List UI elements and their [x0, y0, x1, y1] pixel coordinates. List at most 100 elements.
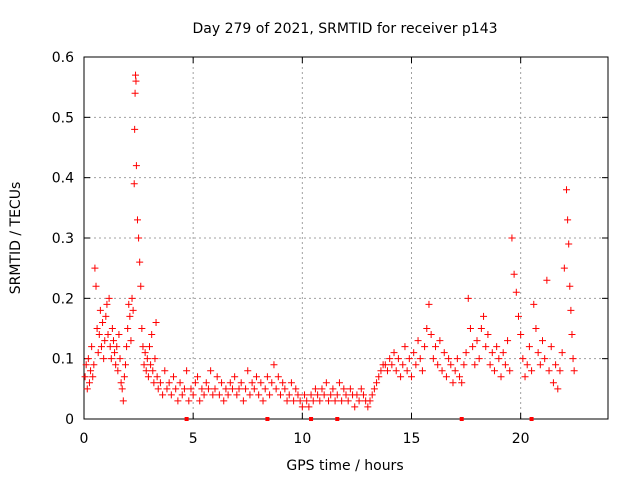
- data-point: [183, 367, 191, 375]
- data-point: [281, 385, 289, 393]
- gap-marker: [335, 417, 340, 421]
- data-point: [255, 391, 263, 399]
- data-point: [403, 367, 411, 375]
- chart-title: Day 279 of 2021, SRMTID for receiver p14…: [192, 21, 497, 37]
- data-point: [320, 391, 328, 399]
- data-point: [480, 312, 488, 320]
- x-tick-label: 0: [80, 431, 89, 447]
- gap-marker: [184, 417, 189, 421]
- data-point: [118, 385, 126, 393]
- data-point: [81, 373, 89, 381]
- data-point: [567, 306, 575, 314]
- data-point: [154, 385, 162, 393]
- data-point: [132, 77, 140, 85]
- data-point: [495, 355, 503, 363]
- data-point: [416, 355, 424, 363]
- data-point: [117, 379, 125, 387]
- y-tick-label: 0.3: [52, 231, 74, 247]
- data-point: [377, 367, 385, 375]
- data-point: [270, 361, 278, 369]
- data-point: [87, 367, 95, 375]
- data-point: [552, 361, 560, 369]
- data-point: [131, 89, 139, 97]
- data-point: [401, 343, 409, 351]
- data-point: [109, 337, 117, 345]
- data-point: [144, 373, 152, 381]
- y-tick-label: 0.4: [52, 171, 74, 187]
- data-point: [423, 325, 431, 332]
- data-point: [464, 294, 472, 302]
- data-point: [128, 294, 136, 302]
- data-point: [207, 367, 215, 375]
- data-point: [224, 391, 232, 399]
- data-point: [161, 367, 169, 375]
- data-point: [180, 385, 188, 393]
- data-point: [163, 385, 171, 393]
- data-point: [449, 379, 457, 387]
- data-point: [231, 373, 239, 381]
- data-point: [357, 385, 365, 393]
- data-point: [386, 355, 394, 363]
- data-point: [530, 300, 538, 308]
- data-point: [103, 300, 111, 308]
- data-point: [127, 337, 135, 345]
- data-point: [438, 367, 446, 375]
- data-point: [84, 355, 92, 363]
- data-point: [383, 367, 391, 375]
- data-point: [150, 379, 158, 387]
- data-point: [131, 125, 139, 133]
- data-point: [335, 379, 343, 387]
- data-point: [442, 373, 450, 381]
- data-point: [202, 379, 210, 387]
- data-point: [493, 343, 501, 351]
- data-point: [394, 355, 402, 363]
- data-point: [165, 379, 173, 387]
- data-point: [447, 361, 455, 369]
- data-point: [340, 385, 348, 393]
- data-point: [116, 355, 124, 363]
- data-point: [375, 373, 383, 381]
- data-point: [497, 373, 505, 381]
- data-point: [475, 355, 483, 363]
- data-point: [528, 367, 536, 375]
- data-point: [200, 391, 208, 399]
- data-point: [235, 385, 243, 393]
- data-point: [514, 312, 522, 320]
- data-point: [133, 216, 141, 224]
- data-point: [445, 355, 453, 363]
- data-point: [451, 367, 459, 375]
- data-point: [102, 312, 110, 320]
- data-point: [353, 391, 361, 399]
- gap-marker: [529, 417, 534, 421]
- data-point: [211, 385, 219, 393]
- data-point: [268, 379, 276, 387]
- data-point: [462, 349, 470, 357]
- data-point: [132, 71, 140, 79]
- data-point: [421, 343, 429, 351]
- data-point: [307, 391, 315, 399]
- data-point: [525, 343, 533, 351]
- data-point: [296, 397, 304, 405]
- data-point: [519, 355, 527, 363]
- data-point: [329, 385, 337, 393]
- data-point: [554, 385, 562, 393]
- data-point: [501, 361, 509, 369]
- data-point: [198, 385, 206, 393]
- data-point: [292, 385, 300, 393]
- data-point: [125, 300, 133, 308]
- data-point: [107, 355, 115, 363]
- data-point: [414, 337, 422, 345]
- data-point: [246, 391, 254, 399]
- data-point: [121, 361, 129, 369]
- data-point: [471, 361, 479, 369]
- data-point: [543, 276, 551, 284]
- data-point: [568, 331, 576, 339]
- data-points: [81, 71, 578, 411]
- y-tick-label: 0.6: [52, 50, 74, 66]
- data-point: [239, 397, 247, 405]
- data-point: [228, 385, 236, 393]
- data-point: [477, 325, 485, 332]
- data-point: [204, 385, 212, 393]
- data-point: [135, 234, 143, 242]
- data-point: [484, 331, 492, 339]
